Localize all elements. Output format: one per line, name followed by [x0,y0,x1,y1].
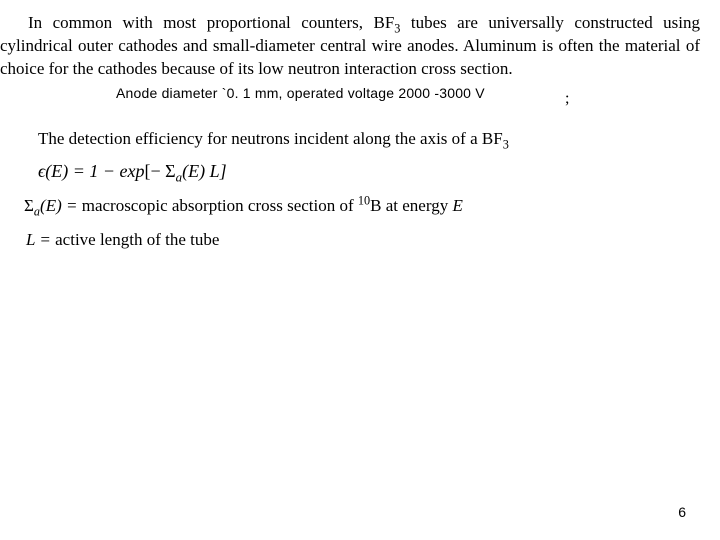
def1-ital: E [452,196,462,215]
def2-text: active length of the tube [55,230,219,249]
definition-sigma: Σa(E) = macroscopic absorption cross sec… [24,196,700,216]
p2-sub: 3 [503,137,509,151]
def2-sym: L = [26,230,55,249]
p1-line1-post: tubes are universally constructed [400,13,652,32]
page-content: In common with most proportional counter… [0,0,720,250]
eq-lhs: ϵ(E) = 1 − exp [38,161,145,181]
p2-pre: The detection efficiency for neutrons in… [38,129,503,148]
def1-text-mid: B at energy [370,196,452,215]
paragraph-construction: In common with most proportional counter… [0,12,700,81]
eq-bracket-pre: [− Σ [145,161,176,181]
def1-sym-post: (E) = [40,196,82,215]
eq-bracket-post: (E) L] [182,161,227,181]
page-number: 6 [678,504,686,520]
definition-length: L = active length of the tube [26,230,700,250]
efficiency-equation: ϵ(E) = 1 − exp[− Σa(E) L] [38,161,700,182]
paragraph-efficiency: The detection efficiency for neutrons in… [10,129,700,149]
stray-semicolon: ; [565,90,569,108]
p1-line4: section. [460,59,512,78]
def1-sym-pre: Σ [24,196,34,215]
p1-line1-pre: In common with most proportional counter… [28,13,394,32]
def1-sup: 10 [358,193,370,207]
def1-text-pre: macroscopic absorption cross section of [82,196,358,215]
anode-note-overlay: Anode diameter `0. 1 mm, operated voltag… [110,84,491,102]
